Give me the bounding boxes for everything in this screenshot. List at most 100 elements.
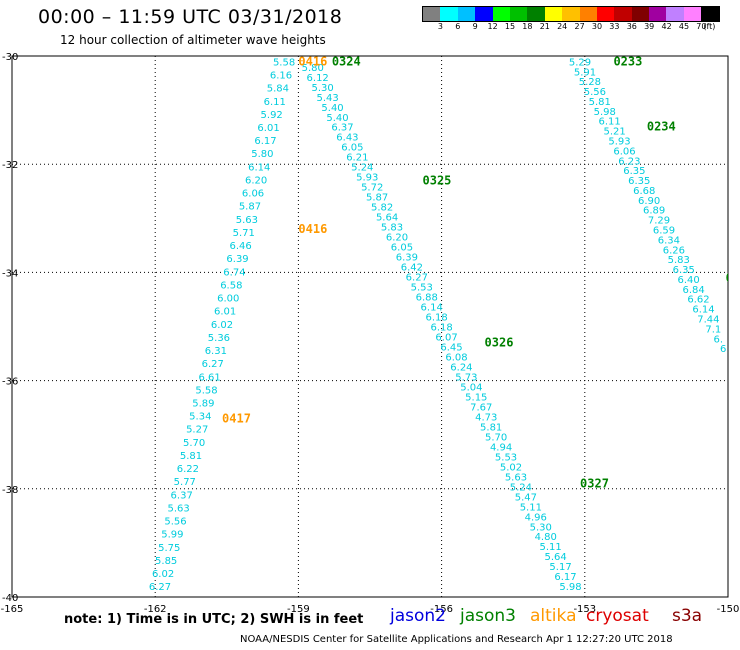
- wave-height-value: 6.37: [331, 123, 353, 134]
- wave-height-value: 5.72: [361, 183, 383, 194]
- wave-height-value: 6.11: [264, 97, 286, 108]
- wave-height-value: 6.46: [230, 241, 252, 252]
- wave-height-value: 7.67: [470, 402, 492, 413]
- wave-height-value: 6.35: [673, 265, 695, 276]
- wave-height-value: 6.39: [226, 254, 248, 265]
- x-tick-label: -156: [430, 604, 453, 615]
- wave-height-value: 6.43: [336, 133, 358, 144]
- legend-jason2: jason2: [390, 606, 446, 626]
- color-swatch: [562, 7, 580, 21]
- wave-height-value: 6.34: [658, 235, 680, 246]
- wave-height-value: 5.30: [530, 522, 552, 533]
- wave-height-value: 5.29: [569, 57, 591, 68]
- wave-height-value: 6.17: [254, 136, 276, 147]
- color-swatch: [683, 7, 702, 21]
- wave-height-value: 5.75: [158, 543, 180, 554]
- wave-height-value: 6.08: [445, 352, 467, 363]
- color-scale-label: 45: [678, 22, 690, 31]
- wave-height-value: 6.18: [426, 313, 448, 324]
- wave-height-value: 5.70: [183, 438, 205, 449]
- wave-height-value: 5.77: [174, 477, 196, 488]
- wave-height-value: 5.93: [356, 173, 378, 184]
- wave-height-value: 5.27: [186, 425, 208, 436]
- wave-height-value: 5.85: [155, 556, 177, 567]
- wave-height-value: 6.88: [416, 293, 438, 304]
- wave-height-value: 5.92: [261, 110, 283, 121]
- legend-altika: altika: [530, 606, 577, 626]
- wave-height-value: 6.35: [623, 166, 645, 177]
- chart-subtitle: 12 hour collection of altimeter wave hei…: [60, 33, 326, 47]
- color-scale-label: 21: [539, 22, 550, 31]
- wave-height-value: 6.05: [341, 143, 363, 154]
- plot-frame: [11, 55, 729, 598]
- source-credit: NOAA/NESDIS Center for Satellite Applica…: [240, 634, 673, 645]
- color-swatch: [666, 7, 684, 21]
- wave-height-value: 5.04: [460, 382, 482, 393]
- wave-height-value: 6.18: [430, 323, 452, 334]
- wave-height-value: 6.40: [678, 275, 700, 286]
- wave-height-value: 7.29: [648, 216, 670, 227]
- x-tick-label: -153: [573, 604, 596, 615]
- color-swatch: [701, 7, 719, 21]
- wave-height-value: 6.37: [171, 490, 193, 501]
- color-scale-label: 24: [557, 22, 568, 31]
- y-tick-label: -34: [2, 268, 18, 279]
- pass-time-label: 0234: [647, 119, 676, 133]
- color-scale-bar: [422, 6, 720, 22]
- pass-time-label: 0324: [332, 54, 361, 68]
- wave-height-value: 6.05: [391, 243, 413, 254]
- pass-time-label: 0326: [485, 336, 514, 350]
- y-tick-label: -40: [2, 593, 18, 604]
- legend-s3a: s3a: [672, 606, 703, 626]
- wave-height-value: 6.84: [682, 285, 704, 296]
- wave-height-value: 5.80: [302, 63, 324, 74]
- wave-height-value: 5.17: [549, 562, 571, 573]
- wave-height-value: 6.22: [177, 464, 199, 475]
- color-scale-label: 9: [472, 22, 478, 31]
- wave-height-value: 5.91: [574, 67, 596, 78]
- y-tick-label: -38: [2, 485, 18, 496]
- color-swatch: [475, 7, 493, 21]
- wave-height-value: 5.47: [515, 492, 537, 503]
- wave-height-value: 6.23: [618, 156, 640, 167]
- wave-height-value: 6.06: [613, 146, 635, 157]
- track-layer: 5.58 6.16 5.84 6.11 5.92 6.01 6.17 5.80 6.14 6.20…: [149, 54, 728, 593]
- wave-height-value: 6.39: [396, 253, 418, 264]
- color-scale-label: 36: [626, 22, 637, 31]
- wave-height-value: 5.11: [540, 542, 562, 553]
- wave-height-value: 7.1: [705, 324, 721, 335]
- color-scale-label: 42: [661, 22, 672, 31]
- wave-height-value: 6.20: [386, 233, 408, 244]
- color-scale-label: 3: [437, 22, 443, 31]
- wave-height-value: 5.83: [668, 255, 690, 266]
- wave-height-value: 6.31: [205, 346, 227, 357]
- legend-jason3: jason3: [460, 606, 516, 626]
- wave-height-value: 4.73: [475, 412, 497, 423]
- wave-height-value: 6.27: [149, 582, 171, 593]
- pass-time-label: 0233: [613, 54, 642, 68]
- color-scale-label: 27: [574, 22, 585, 31]
- pass-time-label: 0325: [423, 173, 452, 187]
- wave-height-value: 6.14: [421, 303, 443, 314]
- color-scale-label: 30: [591, 22, 603, 31]
- wave-height-value: 6.89: [643, 206, 665, 217]
- wave-height-value: 6.90: [638, 196, 660, 207]
- wave-height-value: 6.00: [217, 294, 239, 305]
- wave-height-value: 6.27: [406, 273, 428, 284]
- wave-height-value: 6.: [714, 334, 724, 345]
- wave-height-value: 5.40: [321, 103, 343, 114]
- color-swatch: [509, 7, 528, 21]
- wave-height-value: 6.02: [211, 320, 233, 331]
- wave-height-value: 6.01: [214, 307, 236, 318]
- wave-height-value: 6.68: [633, 186, 655, 197]
- wave-height-value: 5.81: [589, 97, 611, 108]
- color-swatch: [544, 7, 563, 21]
- wave-height-value: 6.16: [270, 71, 292, 82]
- color-swatch: [579, 7, 597, 21]
- wave-height-value: 6.11: [599, 117, 621, 128]
- color-swatch: [649, 7, 667, 21]
- color-swatch: [596, 7, 615, 21]
- wave-height-value: 6.26: [663, 245, 685, 256]
- wave-height-value: 5.36: [208, 333, 230, 344]
- wave-height-value: 5.81: [180, 451, 202, 462]
